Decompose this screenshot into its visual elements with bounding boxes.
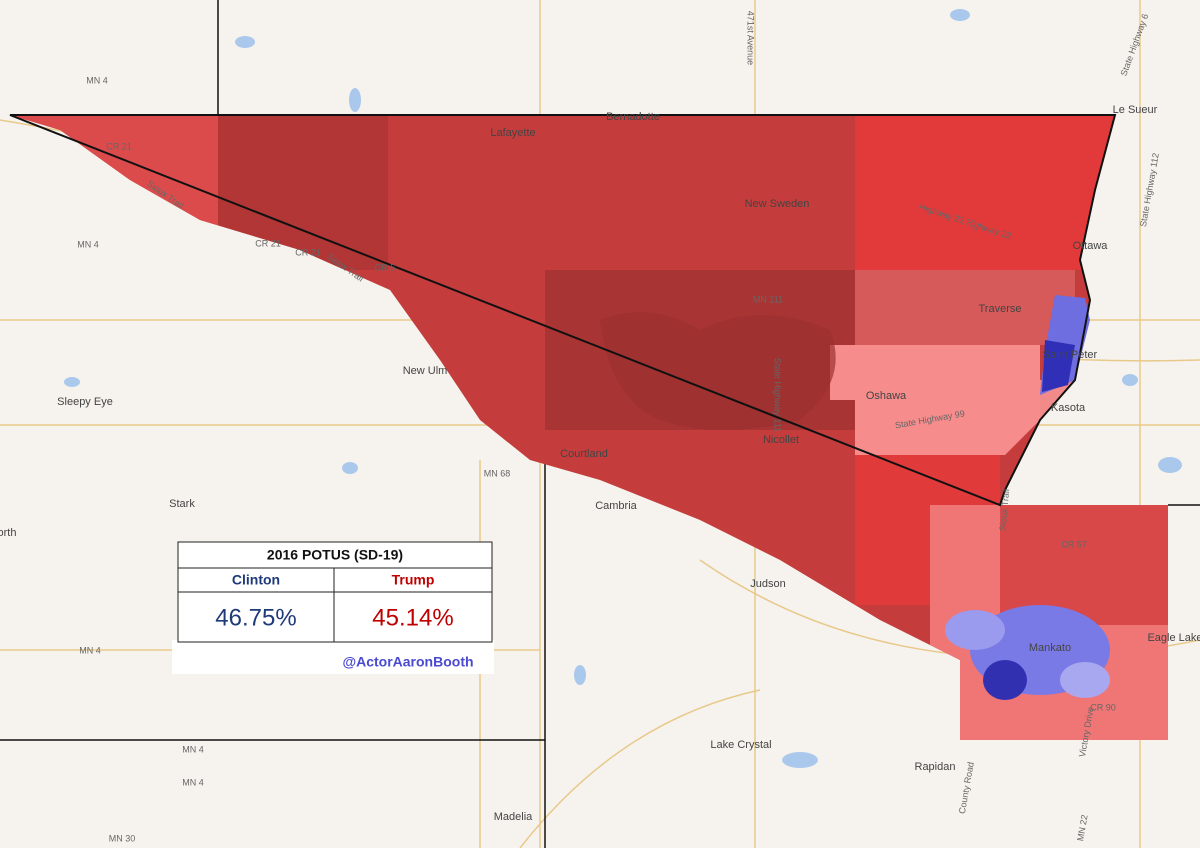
- place-label: Judson: [750, 578, 785, 590]
- road-label: MN 4: [77, 239, 99, 249]
- place-label: Bernadotte: [606, 111, 660, 123]
- place-label: Rapidan: [915, 761, 956, 773]
- precinct-blue: [945, 610, 1005, 650]
- road-label: 471st Avenue: [746, 11, 756, 65]
- place-label: Nicollet: [763, 434, 799, 446]
- lake-area: [600, 312, 836, 430]
- road-label: MN 4: [182, 777, 204, 787]
- place-label: Madelia: [494, 811, 533, 823]
- place-label: Sleepy Eye: [57, 396, 113, 408]
- credit-bg: [172, 640, 494, 674]
- candidate-name: Trump: [392, 572, 435, 588]
- road-label: CR 21: [255, 238, 281, 248]
- place-label: Courtland: [560, 448, 608, 460]
- precinct-blue: [1042, 340, 1075, 392]
- road-label: CR 90: [1090, 702, 1116, 712]
- place-label: Lafayette: [490, 127, 535, 139]
- place-label: Traverse: [979, 303, 1022, 315]
- road-label: MN 22: [1075, 814, 1089, 842]
- place-label: Ottawa: [1073, 240, 1109, 252]
- road-label: CR 21: [106, 141, 132, 151]
- place-label: New Sweden: [745, 198, 810, 210]
- precinct-blue: [1060, 662, 1110, 698]
- place-label: Oshawa: [866, 390, 907, 402]
- place-label: Stark: [169, 498, 195, 510]
- results-title: 2016 POTUS (SD-19): [267, 547, 403, 563]
- road-label: MN 4: [79, 645, 101, 655]
- candidate-share: 46.75%: [215, 604, 296, 631]
- road-label: State Highway 111: [773, 358, 783, 432]
- place-label: Kasota: [1051, 402, 1086, 414]
- candidate-share: 45.14%: [372, 604, 453, 631]
- place-label: Saint Peter: [1043, 349, 1098, 361]
- precinct: [830, 345, 1040, 455]
- place-label: New Ulm: [403, 365, 448, 377]
- road-label: CR 21: [295, 247, 321, 257]
- district-border: [9, 114, 1117, 507]
- road-label: MN 4: [86, 75, 108, 85]
- place-label: Lake Crystal: [710, 739, 771, 751]
- road-label: MN 111: [753, 294, 783, 304]
- precinct-blue: [983, 660, 1027, 700]
- candidate-name: Clinton: [232, 572, 280, 588]
- place-label: Eagle Lake: [1147, 632, 1200, 644]
- road-label: MN 68: [484, 468, 511, 478]
- road-label: Sioux Trail: [998, 489, 1012, 532]
- place-label: Le Sueur: [1113, 104, 1158, 116]
- place-label: orth: [0, 527, 16, 539]
- road-label: MN 4: [182, 744, 204, 754]
- road-label: MN 30: [109, 833, 136, 843]
- place-label: Cambria: [595, 500, 637, 512]
- place-label: Mankato: [1029, 642, 1071, 654]
- road-label: CR 5: [375, 262, 396, 272]
- road-label: CR 57: [1061, 539, 1087, 549]
- lakes: [64, 9, 1182, 768]
- credit: @ActorAaronBooth: [342, 654, 473, 670]
